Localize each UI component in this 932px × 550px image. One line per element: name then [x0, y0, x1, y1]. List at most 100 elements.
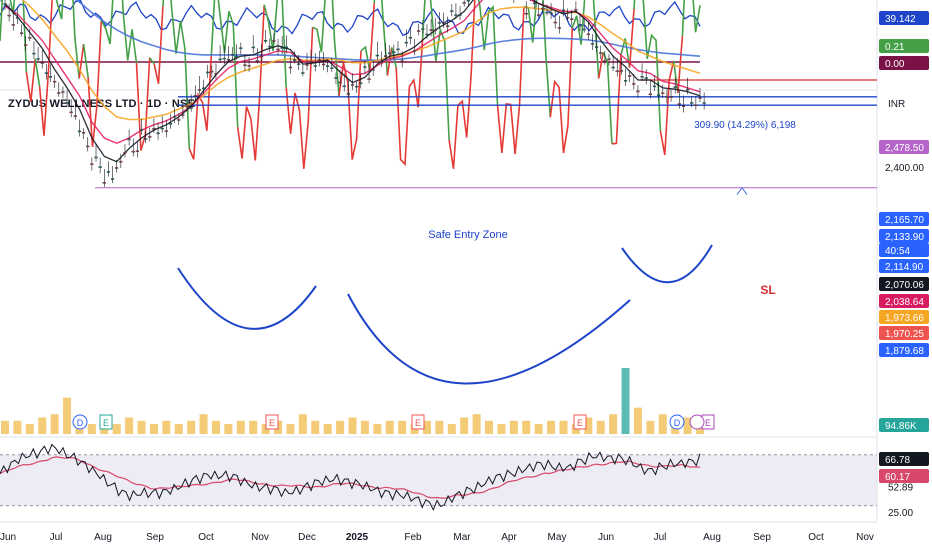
price-scale-label-bg [879, 229, 929, 243]
candle-body [615, 70, 619, 73]
oscillator-positive-line [149, 57, 155, 65]
volume-bar [211, 420, 220, 434]
measured-move-label: 309.90 (14.29%) 6,198 [694, 120, 796, 131]
candle-body [619, 70, 623, 72]
x-axis-tick-label: May [548, 532, 567, 543]
price-scale-label: 2,114.90 [885, 262, 924, 273]
candle-body [106, 171, 111, 173]
candle-body [599, 52, 603, 54]
candle-body [19, 32, 24, 34]
x-axis-tick-label: Feb [404, 532, 422, 543]
candle-body [53, 80, 57, 83]
volume-bar [596, 420, 605, 434]
volume-bar [137, 420, 146, 434]
candle-body [388, 52, 392, 55]
candle-body [259, 55, 264, 58]
candle-body [640, 76, 644, 78]
candle-body [396, 48, 400, 51]
candle-body [462, 2, 466, 4]
oscillator-positive-line [100, 0, 138, 64]
oscillator-positive-line [571, 0, 600, 79]
oscillator-positive-line [263, 0, 287, 88]
candle-body [173, 115, 177, 118]
candle-body [549, 12, 553, 14]
candle-body [251, 46, 255, 49]
candle-body [239, 47, 243, 49]
price-scale-label-bg [879, 326, 929, 340]
candle-body [363, 66, 367, 68]
candle-body [135, 150, 139, 152]
rsi-ma-value: 60.17 [885, 472, 910, 483]
candle-body [255, 60, 259, 62]
price-tick-label: 2,400.00 [885, 163, 924, 174]
volume-bar [224, 424, 233, 434]
x-axis-tick-label: Aug [703, 532, 721, 543]
candle-body [77, 130, 82, 133]
candle-body [15, 17, 20, 19]
candle-body [139, 129, 144, 131]
volume-bar [559, 420, 568, 434]
candle-body [570, 18, 574, 20]
candle-body [144, 138, 148, 140]
rsi-tick-label: 52.89 [888, 483, 913, 494]
candle-body [7, 14, 11, 17]
candle-body [313, 65, 317, 67]
oscillator-positive-line [672, 60, 679, 94]
oscillator-negative-line [135, 57, 151, 151]
candle-body [346, 93, 350, 95]
oscillator-positive-line [55, 0, 80, 79]
candle-body [611, 66, 615, 69]
candle-body [561, 9, 566, 12]
rsi-ma-value-bg [879, 469, 929, 483]
volume-bar [286, 424, 295, 434]
oscillator-positive-line [373, 0, 389, 76]
x-axis-tick-label: Jun [0, 532, 16, 543]
oscillator-negative-line [78, 43, 85, 79]
candle-body [545, 11, 549, 14]
volume-bar [633, 407, 642, 434]
volume-bar [112, 424, 121, 434]
price-scale-label-bg [879, 310, 929, 324]
cup-arc-left [177, 267, 317, 330]
x-axis-tick-label: Nov [856, 532, 874, 543]
candle-body [317, 59, 322, 61]
candle-body [334, 77, 338, 79]
candle-body [201, 87, 206, 90]
x-axis-tick-label: Oct [198, 532, 214, 543]
candle-body [98, 166, 102, 168]
volume-bar [63, 397, 72, 434]
candle-body [433, 29, 437, 32]
candle-body [272, 40, 276, 42]
candle-body [321, 63, 326, 66]
candle-body [524, 12, 528, 15]
candle-body [578, 24, 582, 27]
volume-bar [1, 420, 9, 434]
cup-arc-main [347, 293, 631, 385]
candle-body [694, 104, 698, 107]
currency-label[interactable]: INR [888, 99, 906, 110]
earnings-marker-label: E [415, 418, 421, 428]
candle-body [177, 119, 181, 121]
oscillator-negative-line [153, 6, 164, 84]
safe-entry-zone-label: Safe Entry Zone [428, 229, 508, 241]
volume-bar [547, 420, 556, 434]
earnings-marker-label: E [577, 418, 583, 428]
x-axis-tick-label: Dec [298, 532, 316, 543]
x-axis-tick-label: Sep [146, 532, 164, 543]
candle-body [305, 64, 309, 66]
candle-body [160, 127, 164, 130]
volume-bar [236, 420, 245, 434]
candle-body [292, 59, 297, 61]
candle-body [644, 77, 648, 79]
price-scale-label-bg [879, 294, 929, 308]
candle-body [86, 145, 90, 148]
oscillator-positive-line [421, 0, 450, 141]
candle-body [189, 107, 193, 109]
candle-body [466, 0, 470, 2]
volume-bar [509, 420, 518, 434]
volume-bar [609, 414, 618, 434]
dividend-marker [72, 414, 88, 430]
volume-bar [683, 417, 692, 434]
volume-bar [249, 420, 258, 434]
